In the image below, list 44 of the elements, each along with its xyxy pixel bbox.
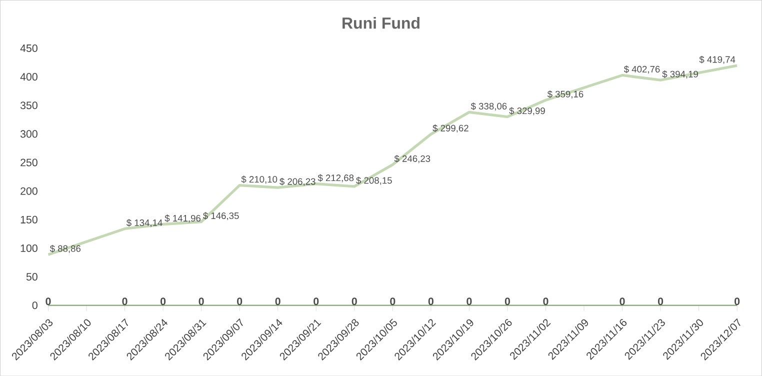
line-series (46, 64, 738, 256)
data-label: 0 (466, 297, 472, 306)
data-label: $ 208,15 (356, 176, 392, 185)
data-label: $ 212,68 (318, 174, 354, 182)
y-tick-label: 250 (20, 158, 38, 166)
data-label: $ 338,06 (470, 102, 507, 110)
data-label: 0 (237, 297, 242, 306)
data-label: $ 394,19 (662, 70, 698, 78)
data-label: 0 (160, 297, 166, 306)
data-label: 0 (314, 297, 319, 306)
y-tick-label: 300 (20, 130, 38, 138)
y-tick-label: 200 (20, 187, 38, 195)
data-label: $ 141,96 (164, 214, 201, 223)
data-label: 0 (198, 297, 204, 306)
data-label: 0 (543, 297, 548, 306)
data-label: $ 299,62 (432, 124, 468, 132)
data-label: 0 (46, 297, 51, 306)
y-tick-label: 100 (20, 244, 38, 252)
data-label: 0 (122, 297, 128, 306)
data-label: 0 (428, 297, 434, 306)
data-label: $ 329,99 (509, 106, 545, 116)
y-tick-label: 450 (20, 44, 38, 52)
y-tick-label: 400 (20, 72, 38, 80)
data-label: 0 (658, 297, 664, 306)
data-label: 0 (275, 297, 280, 306)
y-tick-label: 0 (32, 301, 38, 310)
data-label: $ 210,10 (241, 176, 278, 184)
data-label: 0 (390, 297, 396, 306)
data-label: $ 402,76 (624, 65, 660, 74)
y-tick-label: 50 (26, 272, 38, 280)
y-tick-label: 350 (20, 101, 38, 110)
data-label: $ 246,23 (394, 154, 430, 163)
data-label: 0 (620, 297, 625, 306)
data-label: 0 (504, 297, 510, 306)
data-label: $ 206,23 (280, 178, 316, 186)
data-label: $ 359,16 (547, 90, 584, 98)
data-label: $ 134,14 (126, 218, 162, 227)
data-label: 0 (352, 297, 357, 306)
data-label: 0 (734, 297, 740, 306)
data-label: $ 419,74 (699, 56, 736, 64)
data-label: $ 146,35 (203, 212, 239, 220)
y-tick-label: 150 (20, 216, 38, 224)
chart-title: Runi Fund (342, 16, 420, 29)
data-label: $ 88,86 (50, 244, 81, 253)
